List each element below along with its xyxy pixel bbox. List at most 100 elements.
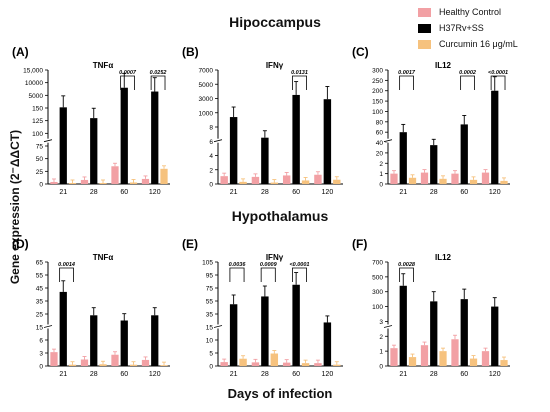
bar-c-120-s2 xyxy=(500,180,508,184)
significance-bracket-c-60 xyxy=(460,75,475,90)
y-tick-label-a: 50 xyxy=(36,156,44,163)
significance-bracket-d-21 xyxy=(59,267,74,282)
panel-label-c: (C) xyxy=(352,45,369,59)
legend-swatch-healthy xyxy=(418,7,431,17)
y-tick-label-a: 5000 xyxy=(29,93,44,100)
p-value-f-21: 0.0028 xyxy=(398,262,416,268)
bar-b-21-s1 xyxy=(229,117,238,184)
bar-f-120-s1 xyxy=(491,306,499,366)
legend-swatch-h37rv xyxy=(418,23,431,33)
bar-b-21-s2 xyxy=(239,181,247,184)
legend-label-healthy: Healthy Control xyxy=(439,7,502,17)
panel-title-d: TNFα xyxy=(93,253,114,262)
y-tick-label-f: 700 xyxy=(372,260,383,267)
bar-e-28-s1 xyxy=(261,296,269,366)
y-tick-label-c: 1 xyxy=(379,171,383,178)
significance-bracket-e-60 xyxy=(292,267,307,282)
y-tick-label-e: 55 xyxy=(206,299,214,306)
bar-c-21-s2 xyxy=(408,177,417,184)
panel-title-e: IFNγ xyxy=(266,253,284,262)
legend-label-curcumin: Curcumin 16 μg/mL xyxy=(439,39,518,49)
axis-break-mark-e xyxy=(213,325,223,328)
bar-d-120-s0 xyxy=(141,359,150,366)
bar-e-21-s2 xyxy=(239,358,247,366)
p-value-a-120: 0.0252 xyxy=(150,70,167,76)
bar-a-60-s2 xyxy=(129,182,138,184)
bar-f-21-s2 xyxy=(408,357,417,366)
significance-bracket-e-28 xyxy=(260,267,276,282)
x-tick-label-b-120: 120 xyxy=(322,189,334,196)
bar-c-60-s0 xyxy=(451,173,459,184)
y-tick-label-d: 6 xyxy=(39,338,43,345)
x-tick-label-f-28: 28 xyxy=(430,371,438,378)
y-tick-label-e: 95 xyxy=(206,273,214,280)
bar-d-21-s2 xyxy=(68,364,77,366)
x-tick-label-d-21: 21 xyxy=(59,371,67,378)
bar-e-28-s0 xyxy=(251,362,260,366)
y-tick-label-c: 200 xyxy=(372,88,383,95)
y-tick-label-c: 40 xyxy=(376,140,384,147)
panel-title-b: IFNγ xyxy=(266,61,284,70)
y-tick-label-c: 60 xyxy=(376,130,384,137)
bar-c-21-s1 xyxy=(399,132,407,184)
bar-b-60-s0 xyxy=(282,175,291,184)
x-tick-label-c-28: 28 xyxy=(430,189,438,196)
x-tick-label-d-120: 120 xyxy=(149,371,161,378)
bar-b-120-s0 xyxy=(314,174,322,184)
legend-label-h37rv: H37Rv+SS xyxy=(439,23,484,33)
y-tick-label-d: 55 xyxy=(36,273,44,280)
significance-bracket-b-60 xyxy=(292,75,307,90)
axis-break-mark-d xyxy=(43,325,53,328)
y-tick-label-c: 300 xyxy=(372,68,383,75)
x-tick-label-b-28: 28 xyxy=(261,189,269,196)
bar-f-60-s2 xyxy=(469,358,478,366)
y-tick-label-f: 100 xyxy=(372,304,383,311)
y-tick-label-f: 0 xyxy=(379,364,383,371)
x-tick-label-a-60: 60 xyxy=(120,189,128,196)
legend-item-healthy: Healthy Control xyxy=(418,4,518,20)
bar-f-28-s0 xyxy=(420,345,429,366)
bar-c-120-s1 xyxy=(491,90,499,184)
bar-f-60-s0 xyxy=(451,339,459,366)
x-tick-label-e-60: 60 xyxy=(292,371,300,378)
axis-break-mark-b xyxy=(213,139,223,143)
panel-title-c: IL12 xyxy=(435,61,452,70)
bar-a-120-s0 xyxy=(141,178,150,184)
x-tick-label-b-21: 21 xyxy=(230,189,238,196)
bar-b-60-s2 xyxy=(301,180,310,184)
x-tick-label-c-120: 120 xyxy=(489,189,501,196)
bar-b-28-s0 xyxy=(251,176,260,184)
bar-a-28-s0 xyxy=(80,179,89,184)
bar-d-120-s1 xyxy=(151,315,159,366)
panel-title-f: IL12 xyxy=(435,253,452,262)
y-tick-label-f: 2 xyxy=(379,334,383,341)
bar-e-60-s1 xyxy=(292,284,300,366)
bar-a-21-s0 xyxy=(50,181,58,184)
y-tick-label-b: 6 xyxy=(209,139,213,146)
y-tick-label-e: 15 xyxy=(206,325,214,332)
y-tick-label-d: 3 xyxy=(39,351,43,358)
x-tick-label-b-60: 60 xyxy=(292,189,300,196)
p-value-e-60: <0.0001 xyxy=(289,262,309,268)
p-value-d-21: 0.0014 xyxy=(58,262,75,268)
y-tick-label-b: 1000 xyxy=(199,110,214,117)
significance-bracket-c-21 xyxy=(399,75,414,90)
bar-e-28-s2 xyxy=(270,353,279,366)
bar-a-60-s1 xyxy=(120,87,128,184)
y-tick-label-c: 250 xyxy=(372,78,383,85)
bar-e-120-s1 xyxy=(323,322,332,366)
y-tick-label-c: 80 xyxy=(376,119,384,126)
x-tick-label-a-120: 120 xyxy=(149,189,161,196)
bar-a-60-s0 xyxy=(111,166,119,184)
significance-bracket-f-21 xyxy=(399,267,414,282)
p-value-a-60: 0.0007 xyxy=(119,70,137,76)
bar-f-120-s2 xyxy=(500,360,508,366)
bar-c-28-s0 xyxy=(420,172,429,184)
p-value-c-120: <0.0001 xyxy=(488,70,508,76)
x-tick-label-c-21: 21 xyxy=(399,189,407,196)
bar-e-60-s0 xyxy=(282,362,291,366)
bar-e-60-s2 xyxy=(301,363,310,366)
x-tick-label-a-21: 21 xyxy=(59,189,67,196)
y-tick-label-a: 25 xyxy=(36,169,44,176)
